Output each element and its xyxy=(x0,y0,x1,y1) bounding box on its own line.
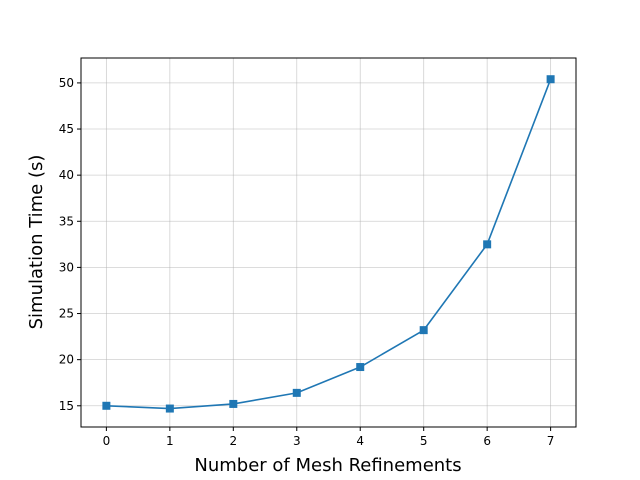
data-point xyxy=(546,75,555,84)
x-tick-label: 0 xyxy=(103,434,111,448)
x-tick-label: 3 xyxy=(293,434,301,448)
plot-frame xyxy=(80,57,577,428)
y-tick-label: 40 xyxy=(59,168,74,182)
series-line xyxy=(106,78,552,410)
data-point xyxy=(419,326,428,335)
x-tick-label: 5 xyxy=(420,434,428,448)
x-axis-title: Number of Mesh Refinements xyxy=(194,455,461,476)
x-tick-label: 4 xyxy=(356,434,364,448)
y-tick-label: 50 xyxy=(59,76,74,90)
x-tick-label: 1 xyxy=(166,434,174,448)
data-point xyxy=(229,399,238,408)
y-axis-title: Simulation Time (s) xyxy=(26,155,47,330)
y-tick-label: 25 xyxy=(59,307,74,321)
x-tick-label: 2 xyxy=(229,434,237,448)
y-tick-label: 20 xyxy=(59,353,74,367)
y-tick-label: 30 xyxy=(59,260,74,274)
gridlines xyxy=(81,58,576,427)
data-point xyxy=(292,388,301,397)
data-point xyxy=(165,404,174,413)
plot-area xyxy=(81,58,576,427)
data-point xyxy=(356,363,365,372)
data-point xyxy=(102,401,111,410)
data-point xyxy=(483,240,492,249)
x-tick-label: 7 xyxy=(547,434,555,448)
y-tick-label: 35 xyxy=(59,214,74,228)
y-tick-label: 45 xyxy=(59,122,74,136)
x-tick-label: 6 xyxy=(483,434,491,448)
y-tick-label: 15 xyxy=(59,399,74,413)
data-series xyxy=(102,75,555,413)
